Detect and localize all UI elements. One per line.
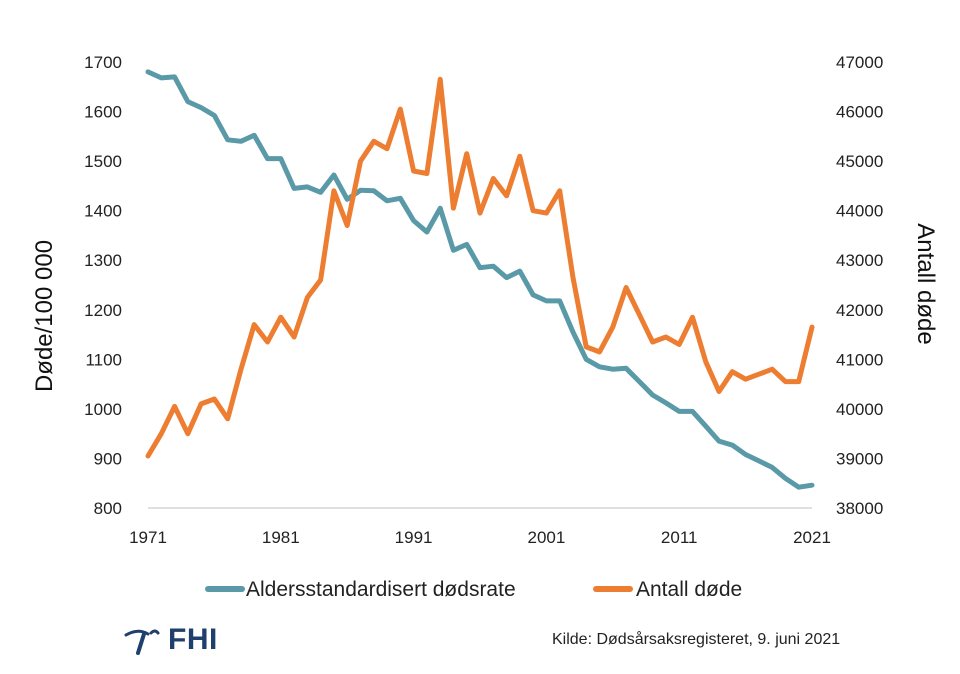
y2-tick-label: 47000 [836,53,883,72]
x-axis-ticks: 1971 1981 1991 2001 2011 2021 [129,528,831,547]
legend-label-rate: Aldersstandardisert dødsrate [246,578,516,601]
y-tick-label: 1600 [84,103,122,122]
x-tick-label: 1971 [129,528,167,547]
legend-label-deaths: Antall døde [636,578,742,601]
y-tick-label: 1300 [84,251,122,270]
y-tick-label: 1200 [84,301,122,320]
series-lines [145,69,815,490]
x-tick-label: 2011 [661,528,698,547]
y2-tick-label: 42000 [836,301,883,320]
left-axis-ticks: 800 900 1000 1100 1200 1300 1400 1500 1600 1700 [84,53,122,518]
series-line-rate [145,69,815,490]
fhi-logo-icon [124,629,160,655]
fhi-logo-text: FHI [168,623,218,656]
y-tick-label: 1500 [84,152,122,171]
y2-tick-label: 41000 [836,350,883,369]
y2-tick-label: 39000 [836,449,883,468]
x-tick-label: 2001 [527,528,565,547]
right-axis-title: Antall døde [912,223,939,344]
y2-tick-label: 46000 [836,103,883,122]
y-tick-label: 1000 [84,400,122,419]
y-tick-label: 1700 [84,53,122,72]
y-tick-label: 1100 [85,350,122,369]
y2-tick-label: 44000 [836,202,883,221]
y2-tick-label: 45000 [836,152,883,171]
fhi-logo: FHI [124,620,218,660]
x-tick-label: 1981 [262,528,300,547]
y2-tick-label: 38000 [836,499,883,518]
legend: Aldersstandardisert dødsrate Antall døde [205,578,742,601]
y2-tick-label: 43000 [836,251,883,270]
y-tick-label: 800 [94,499,122,518]
x-tick-label: 1991 [395,528,433,547]
y-tick-label: 1400 [84,202,122,221]
x-tick-label: 2021 [793,528,831,547]
series-line-deaths [145,76,815,459]
source-note: Kilde: Dødsårsaksregisteret, 9. juni 202… [552,631,841,648]
y2-tick-label: 40000 [836,400,883,419]
left-axis-title: Døde/100 000 [31,240,58,392]
right-axis-ticks: 38000 39000 40000 41000 42000 43000 44000 45000… [836,53,883,518]
y-tick-label: 900 [94,449,122,468]
